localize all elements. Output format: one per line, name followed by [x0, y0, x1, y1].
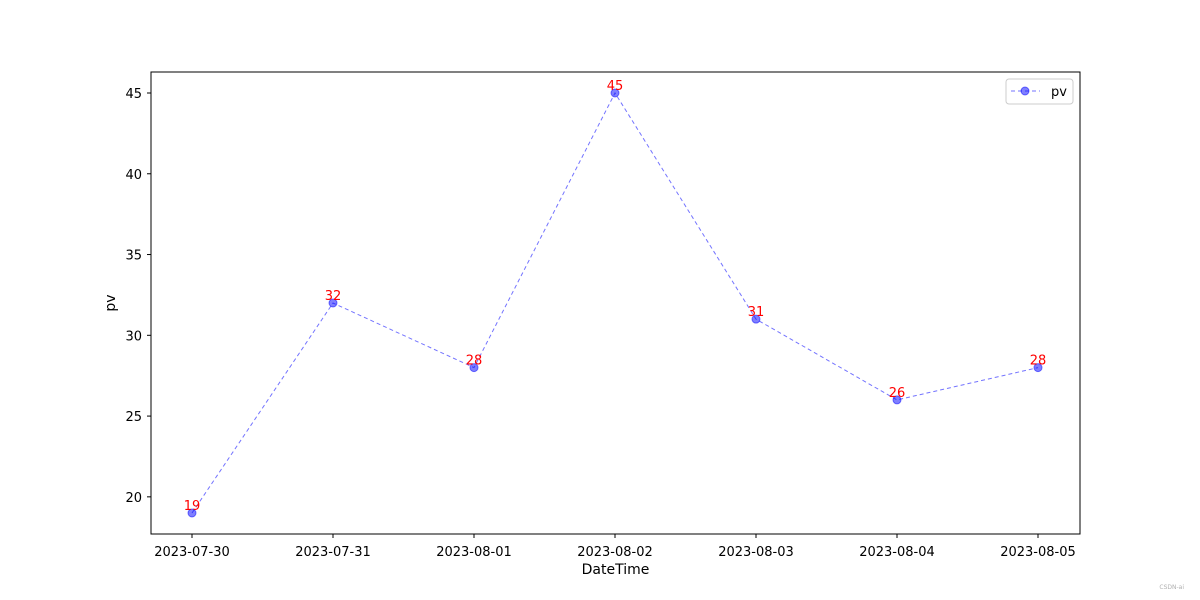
y-tick-label: 30 [125, 329, 142, 344]
y-tick-label: 35 [125, 249, 142, 264]
legend: pv [1005, 78, 1074, 105]
x-axis-label: DateTime [582, 562, 650, 578]
data-label: 28 [1030, 354, 1047, 369]
series-layer: 19 32 28 45 31 26 28 [184, 79, 1047, 518]
x-tick-label: 2023-07-31 [295, 545, 371, 560]
data-point [751, 314, 761, 324]
data-label: 19 [184, 499, 201, 514]
x-tick-label: 2023-08-04 [859, 545, 935, 560]
x-tick-label: 2023-08-05 [1000, 545, 1076, 560]
data-label: 45 [607, 79, 624, 94]
data-point [1033, 363, 1043, 373]
y-tick-label: 20 [125, 491, 142, 506]
y-tick-label: 25 [125, 410, 142, 425]
y-axis-label: pv [103, 294, 119, 311]
x-axis-ticks: 2023-07-30 2023-07-31 2023-08-01 2023-08-02… [154, 534, 1076, 560]
data-point [328, 298, 338, 308]
y-tick-label: 45 [125, 87, 142, 102]
series-line-pv [191, 91, 1039, 514]
data-point [469, 363, 479, 373]
watermark: CSDN-ai [1159, 584, 1184, 591]
data-point [187, 508, 197, 518]
y-axis-ticks: 20 25 30 35 40 45 [125, 87, 151, 506]
x-tick-label: 2023-08-01 [436, 545, 512, 560]
data-point [892, 395, 902, 405]
x-tick-label: 2023-08-02 [577, 545, 653, 560]
data-label: 31 [748, 305, 765, 320]
x-tick-label: 2023-07-30 [154, 545, 230, 560]
data-label: 28 [466, 354, 483, 369]
data-point [610, 88, 620, 98]
legend-entry-pv: pv [1051, 85, 1067, 100]
x-tick-label: 2023-08-03 [718, 545, 794, 560]
plot-area-frame [150, 71, 1081, 535]
legend-marker-sample [1020, 86, 1030, 96]
data-label: 26 [889, 386, 906, 401]
y-tick-label: 40 [125, 168, 142, 183]
data-label: 32 [325, 289, 342, 304]
